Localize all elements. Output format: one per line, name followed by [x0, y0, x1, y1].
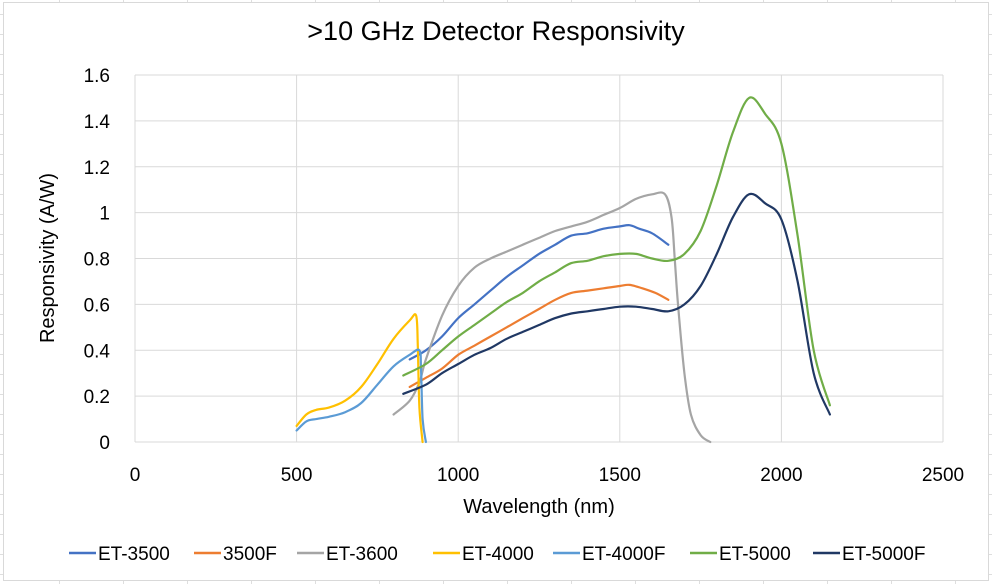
gridlines: [134, 74, 944, 443]
x-tick-label: 2500: [922, 465, 964, 486]
y-tick-label: 1: [99, 204, 110, 225]
x-tick-label: 1500: [599, 465, 641, 486]
y-axis-title: Responsivity (A/W): [37, 173, 59, 343]
series-line-et-4000: [295, 313, 424, 444]
chart-area[interactable]: [3, 2, 989, 581]
legend-label-et-4000f: ET-4000F: [582, 544, 665, 565]
y-tick-label: 1.6: [84, 66, 110, 87]
y-tick-label: 0.2: [84, 387, 110, 408]
x-tick-label: 0: [130, 465, 141, 486]
legend-label-et-5000f: ET-5000F: [842, 544, 925, 565]
series-line-et-3500: [408, 224, 670, 361]
series-lines: [295, 96, 831, 444]
legend-label-et-3500: ET-3500: [98, 544, 170, 565]
series-line-3500f: [408, 283, 670, 388]
x-tick-label: 1000: [437, 465, 479, 486]
x-tick-label: 2000: [760, 465, 802, 486]
legend-label-3500f: 3500F: [223, 544, 277, 565]
y-tick-label: 1.2: [84, 158, 110, 179]
y-tick-label: 0.4: [84, 341, 111, 362]
legend-label-et-3600: ET-3600: [326, 544, 398, 565]
x-axis-title: Wavelength (nm): [463, 496, 615, 518]
y-tick-label: 0: [99, 433, 110, 454]
tick-labels: 0 0.2 0.4 0.6 0.8 1 1.2 1.4 1.6 0 500 1000 1500 2000 2…: [84, 66, 965, 486]
series-line-et-4000f: [295, 348, 427, 444]
legend-label-et-5000: ET-5000: [719, 544, 791, 565]
y-tick-label: 0.6: [84, 295, 110, 316]
chart-title: >10 GHz Detector Responsivity: [307, 16, 685, 46]
series-line-et-3600: [392, 191, 712, 444]
legend-label-et-4000: ET-4000: [462, 544, 534, 565]
x-tick-label: 500: [281, 465, 313, 486]
legend: ET-3500 3500F ET-3600 ET-4000 ET-4000F ET-500…: [69, 544, 925, 565]
series-line-et-5000f: [402, 192, 831, 416]
y-tick-label: 0.8: [84, 250, 110, 271]
series-line-et-5000: [402, 96, 831, 407]
y-tick-label: 1.4: [84, 112, 111, 133]
